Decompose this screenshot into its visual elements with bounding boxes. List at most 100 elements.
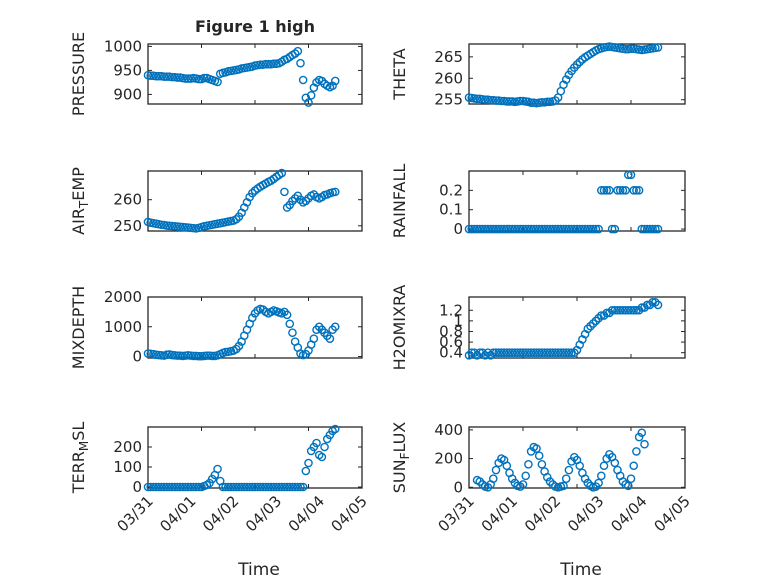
data-point [226, 482, 236, 492]
data-point [497, 224, 506, 234]
data-point [317, 452, 327, 462]
data-point [513, 224, 522, 234]
data-point [296, 195, 305, 204]
data-point [591, 224, 601, 234]
subplot-theta: 255 260 265 THETA [390, 42, 686, 109]
data-point [250, 482, 260, 492]
data-point [290, 482, 300, 492]
series-points [143, 304, 340, 361]
data-point [516, 348, 525, 357]
series-points [143, 424, 340, 492]
data-point [529, 348, 539, 357]
data-point [607, 224, 617, 234]
data-point [524, 348, 533, 357]
data-point [567, 457, 576, 466]
data-point [618, 186, 628, 195]
data-point [559, 481, 568, 491]
data-point [175, 482, 185, 492]
data-point [207, 351, 217, 361]
y-tick-label: 0.1 [439, 201, 463, 219]
data-point [526, 224, 536, 234]
data-point [272, 482, 281, 492]
data-point [615, 186, 625, 195]
data-point [309, 334, 319, 343]
data-point [548, 348, 558, 357]
data-point [491, 348, 501, 357]
series-points [143, 46, 340, 107]
data-point [312, 78, 321, 87]
data-point [537, 460, 547, 469]
data-point [613, 305, 622, 315]
y-tick-label: 1000 [104, 37, 142, 55]
y-tick-label: 2000 [104, 288, 142, 306]
data-point [288, 482, 297, 492]
data-point [146, 482, 155, 492]
data-point [518, 224, 528, 234]
series-points [464, 298, 663, 360]
y-tick-label: 0 [132, 478, 142, 496]
data-point [537, 348, 547, 357]
data-point [159, 72, 169, 81]
data-point [545, 348, 555, 357]
data-point [143, 482, 153, 492]
y-tick-label: 255 [434, 91, 463, 109]
data-point [256, 482, 265, 492]
data-point [288, 196, 297, 206]
data-point [293, 482, 303, 492]
data-point [298, 75, 308, 85]
data-point [280, 187, 289, 197]
data-point [248, 313, 257, 323]
data-point [154, 482, 163, 492]
data-point [202, 351, 212, 360]
data-point [559, 348, 568, 357]
data-point [149, 482, 158, 492]
data-point [510, 348, 520, 357]
data-point [173, 482, 182, 492]
data-point [288, 328, 297, 338]
data-point [564, 465, 574, 475]
data-point [534, 224, 544, 234]
data-point [532, 224, 541, 234]
data-point [301, 466, 311, 476]
data-point [621, 186, 630, 195]
data-point [258, 482, 268, 492]
data-point [618, 305, 628, 315]
data-point [518, 348, 528, 357]
data-point [505, 224, 514, 234]
data-point [239, 482, 249, 492]
data-point [594, 478, 603, 488]
x-tick-label: 04/05 [651, 492, 694, 535]
data-point [575, 224, 585, 234]
data-point [553, 224, 563, 234]
data-point [642, 224, 652, 234]
data-point [320, 442, 329, 452]
y-tick-label: 0 [453, 220, 463, 238]
data-point [325, 334, 335, 343]
data-point [559, 224, 568, 234]
data-point [561, 224, 571, 234]
data-point [157, 482, 166, 492]
y-axis-label: AIRTEMP [69, 167, 91, 235]
data-point [231, 214, 241, 224]
y-tick-label: 0.6 [439, 333, 463, 351]
y-tick-label: 100 [113, 458, 142, 476]
data-point [483, 224, 493, 234]
data-point [570, 224, 579, 234]
data-point [521, 224, 531, 234]
data-point [269, 59, 279, 68]
y-tick-label: 400 [434, 421, 463, 439]
data-point [526, 98, 536, 108]
data-point [640, 439, 649, 449]
data-point [261, 59, 271, 69]
data-point [564, 224, 574, 234]
y-tick-label: 250 [113, 217, 142, 235]
data-point [551, 224, 560, 234]
data-point [507, 474, 517, 483]
data-point [629, 186, 639, 195]
axes-box [147, 170, 363, 232]
data-point [293, 46, 303, 56]
data-point [470, 348, 479, 357]
data-point [181, 482, 190, 492]
data-point [464, 224, 474, 234]
